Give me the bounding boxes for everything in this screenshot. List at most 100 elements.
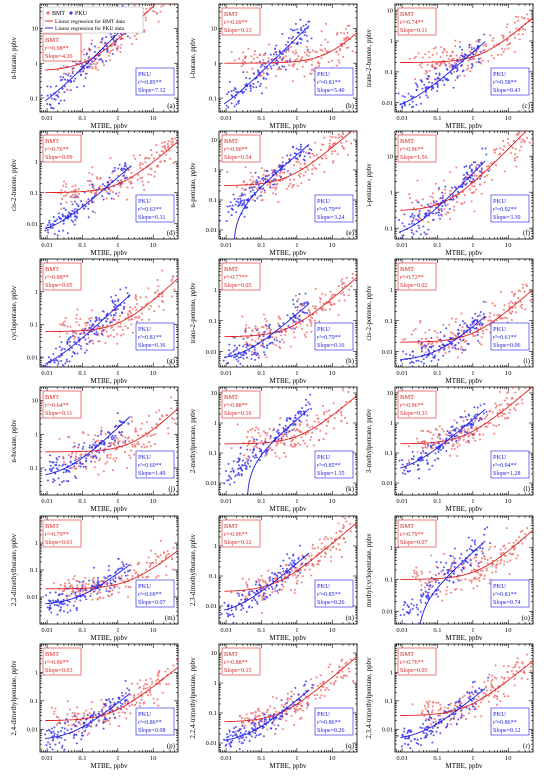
pku-point	[251, 354, 253, 356]
bmt-point	[71, 201, 73, 203]
bmt-point	[494, 305, 496, 307]
pku-stats-slope: Slope=5.40	[317, 88, 345, 94]
bmt-point	[79, 454, 81, 456]
bmt-point	[416, 180, 418, 182]
pku-point	[47, 232, 49, 234]
pku-stats-name: PKU	[493, 71, 506, 78]
pku-point	[304, 155, 306, 157]
pku-point	[85, 457, 87, 459]
bmt-point	[459, 41, 461, 43]
bmt-point	[485, 301, 487, 303]
bmt-point	[479, 342, 481, 344]
bmt-point	[347, 154, 349, 156]
pku-point	[431, 82, 433, 84]
bmt-point	[62, 185, 64, 187]
pku-point	[424, 344, 426, 346]
pku-point	[425, 91, 427, 93]
bmt-point	[301, 436, 303, 438]
pku-point	[431, 360, 433, 362]
bmt-point	[275, 193, 277, 195]
bmt-point	[275, 75, 277, 77]
bmt-point	[241, 316, 243, 318]
bmt-point	[447, 203, 449, 205]
pku-point	[420, 233, 422, 235]
bmt-point	[93, 188, 95, 190]
bmt-point	[128, 180, 130, 182]
bmt-point	[128, 310, 130, 312]
pku-stats-slope: Slope=0.43	[493, 88, 521, 94]
pku-stats-slope: Slope=1.49	[138, 471, 166, 477]
pku-point	[413, 215, 415, 217]
pku-point	[425, 356, 427, 358]
pku-point	[273, 64, 275, 66]
pku-point	[63, 100, 65, 102]
bmt-point	[156, 151, 158, 153]
bmt-point	[345, 140, 347, 142]
pku-stats-name: PKU	[138, 71, 151, 78]
bmt-point	[249, 449, 251, 451]
pku-point	[420, 361, 422, 363]
bmt-point	[454, 45, 456, 47]
bmt-point	[332, 136, 334, 138]
pku-point	[60, 341, 62, 343]
bmt-point	[65, 201, 67, 203]
bmt-point	[504, 170, 506, 172]
bmt-point	[444, 352, 446, 354]
bmt-point	[508, 305, 510, 307]
pku-point	[114, 439, 116, 441]
pku-point	[112, 170, 114, 172]
bmt-point	[525, 284, 527, 286]
bmt-point	[63, 73, 65, 75]
bmt-point	[311, 168, 313, 170]
pku-point	[83, 207, 85, 209]
bmt-point	[300, 172, 302, 174]
x-tick-label: 0.01	[396, 242, 407, 249]
pku-point	[73, 465, 75, 467]
bmt-point	[99, 178, 101, 180]
bmt-point	[91, 173, 93, 175]
bmt-point	[487, 60, 489, 62]
bmt-point	[60, 190, 62, 192]
pku-point	[481, 148, 483, 150]
pku-point	[457, 329, 459, 331]
pku-point	[295, 306, 297, 308]
bmt-point	[124, 325, 126, 327]
bmt-point	[501, 48, 503, 50]
pku-point	[302, 311, 304, 313]
pku-point	[88, 198, 90, 200]
pku-point	[71, 355, 73, 357]
pku-stats-slope: Slope=0.31	[138, 215, 166, 221]
bmt-point	[164, 148, 166, 150]
bmt-point	[135, 38, 137, 40]
bmt-point	[116, 49, 118, 51]
pku-point	[110, 296, 112, 298]
pku-point	[104, 442, 106, 444]
x-tick-label: 10	[329, 498, 336, 505]
bmt-point	[174, 137, 176, 139]
pku-point	[120, 38, 122, 40]
pku-point	[265, 78, 267, 80]
pku-point	[127, 35, 129, 37]
pku-point	[55, 85, 57, 87]
bmt-point	[329, 139, 331, 141]
pku-point	[443, 335, 445, 337]
pku-point	[481, 167, 483, 169]
pku-point	[294, 29, 296, 31]
pku-point	[91, 201, 93, 203]
bmt-point	[134, 35, 136, 37]
pku-point	[77, 205, 79, 207]
bmt-point	[61, 324, 63, 326]
pku-point	[90, 63, 92, 65]
pku-point	[66, 360, 68, 362]
pku-point	[234, 198, 236, 200]
bmt-point	[97, 440, 99, 442]
bmt-point	[529, 142, 531, 144]
pku-point	[127, 422, 129, 424]
x-axis-label: MTBE, ppbv	[91, 377, 128, 385]
pku-point	[253, 186, 255, 188]
pku-point	[62, 215, 64, 217]
pku-point	[411, 220, 413, 222]
pku-point	[416, 230, 418, 232]
pku-point	[238, 344, 240, 346]
